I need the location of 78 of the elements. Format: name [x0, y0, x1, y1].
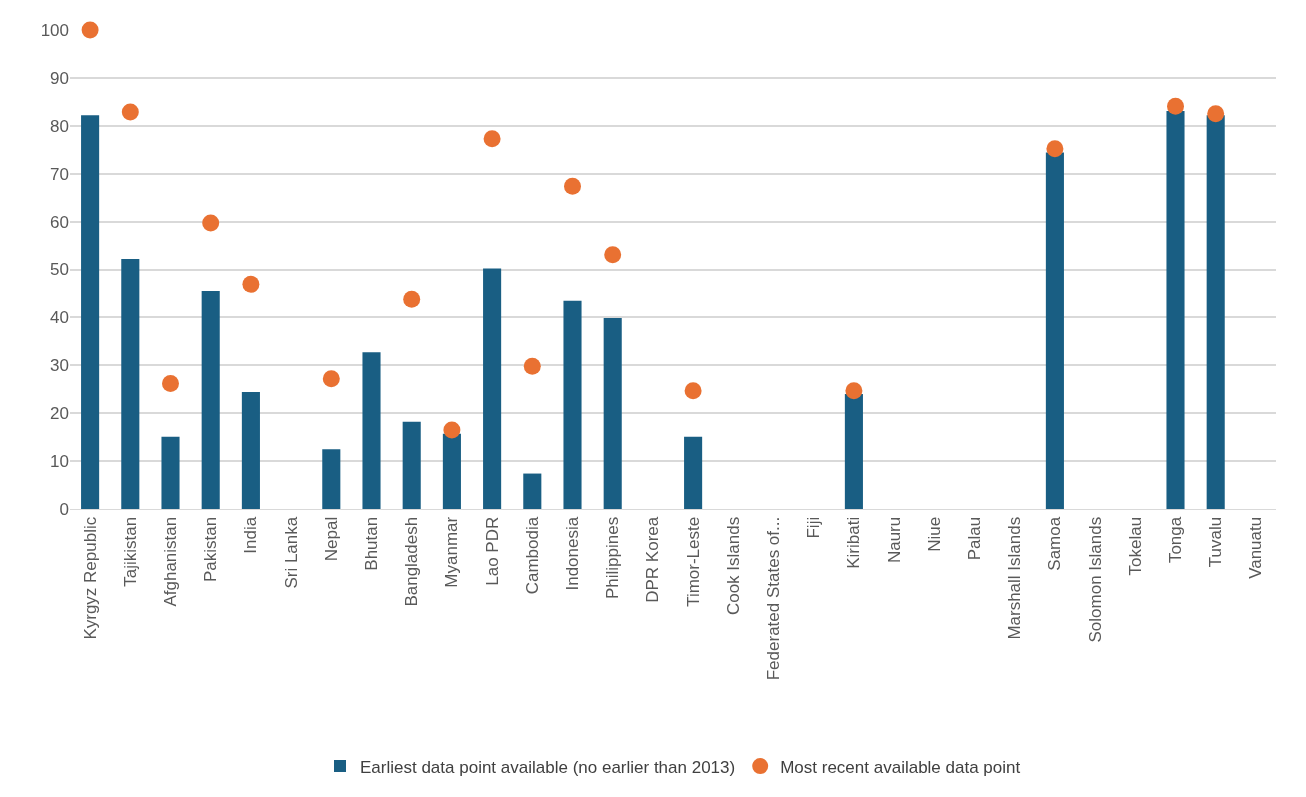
bar [442, 433, 461, 509]
point [564, 177, 581, 195]
y-tick-label: 40 [50, 308, 69, 328]
y-tick-label: 50 [50, 260, 69, 280]
y-tick-label: 20 [50, 404, 69, 424]
point [443, 421, 461, 439]
bar [563, 300, 582, 509]
point [1046, 140, 1064, 158]
x-tick-label: Kyrgyz Republic [80, 516, 100, 640]
x-tick-label: DPR Korea [643, 516, 663, 603]
x-tick-label: Tajikistan [120, 516, 140, 587]
y-tick-label: 100 [40, 20, 69, 40]
bar [844, 394, 863, 509]
y-tick-label: 10 [50, 452, 69, 472]
bar [603, 317, 622, 509]
x-tick-label: Cook Islands [723, 516, 743, 616]
x-tick-label: Cambodia [522, 516, 542, 595]
bar [1166, 110, 1185, 509]
x-tick-label: Timor-Leste [683, 516, 703, 607]
bar [684, 436, 703, 509]
y-tick-label: 90 [50, 68, 69, 88]
x-tick-label: Tokelau [1125, 516, 1145, 576]
x-tick-label: Nepal [321, 516, 341, 562]
y-tick-label: 70 [50, 164, 69, 184]
bar [483, 268, 502, 509]
x-tick-label: Pakistan [201, 516, 221, 582]
x-tick-label: Solomon Islands [1085, 516, 1105, 643]
x-tick-label: Sri Lanka [281, 516, 301, 589]
point [1207, 105, 1225, 123]
y-tick-label: 80 [50, 116, 69, 136]
x-tick-label: Tonga [1166, 516, 1186, 564]
point [121, 103, 139, 121]
bar [523, 473, 542, 509]
x-tick-label: Bhutan [362, 516, 382, 571]
point [403, 290, 421, 308]
point [845, 382, 863, 400]
legend-label: Earliest data point available (no earlier than 2013) [360, 757, 736, 777]
x-tick-label: Lao PDR [482, 516, 502, 586]
x-tick-label: Philippines [603, 516, 623, 600]
point [483, 130, 501, 148]
bar [402, 421, 421, 509]
point [322, 370, 340, 388]
x-tick-label: Tuvalu [1206, 516, 1226, 568]
x-tick-label: Marshall Islands [1005, 516, 1025, 640]
x-tick-label: Palau [965, 516, 985, 561]
y-tick-label: 60 [50, 212, 69, 232]
point [202, 214, 220, 232]
bar [161, 436, 180, 509]
point [604, 246, 622, 264]
x-tick-label: Indonesia [563, 516, 583, 591]
bar [1045, 152, 1064, 509]
bar [241, 392, 260, 509]
point [523, 357, 541, 375]
bar [121, 258, 140, 509]
point [162, 375, 179, 392]
x-tick-label: Myanmar [442, 516, 462, 588]
y-tick-label: 30 [50, 356, 69, 376]
legend-label: Most recent available data point [780, 757, 1021, 777]
point [81, 21, 99, 39]
x-tick-label: Samoa [1045, 516, 1065, 571]
bar [201, 291, 220, 509]
bar [1206, 115, 1225, 509]
x-tick-label: Afghanistan [161, 516, 181, 607]
x-tick-label: Vanuatu [1246, 516, 1266, 579]
x-tick-label: Kiribati [844, 516, 864, 569]
point [684, 382, 702, 400]
bar [81, 115, 100, 509]
point [1167, 97, 1184, 115]
bar [362, 352, 381, 509]
x-tick-label: India [241, 516, 261, 554]
point [242, 275, 260, 293]
bar [322, 449, 341, 509]
x-tick-label: Bangladesh [402, 516, 422, 607]
x-tick-label: Federated States of... [764, 516, 784, 681]
x-tick-label: Nauru [884, 516, 904, 564]
x-tick-label: Fiji [804, 516, 824, 539]
y-tick-label: 0 [59, 499, 69, 519]
x-tick-label: Niue [924, 516, 944, 552]
